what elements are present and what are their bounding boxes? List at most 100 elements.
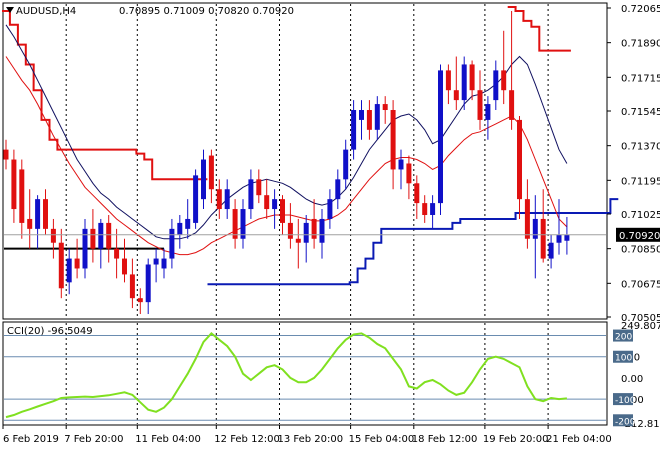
price-axis-label: 0.70675: [621, 279, 660, 290]
candle-body: [193, 175, 199, 223]
candle-body: [35, 199, 41, 229]
candle-body: [517, 119, 522, 200]
candle-body: [58, 242, 64, 289]
cci-level-lines: [4, 335, 606, 421]
candle-body: [501, 70, 507, 91]
candle-body: [406, 163, 412, 184]
candle-body: [414, 183, 420, 204]
candle-body: [335, 179, 341, 200]
red-stop-line: [507, 6, 571, 52]
candle-body: [50, 228, 56, 243]
current-price-tag: [616, 227, 660, 242]
candle-body: [224, 189, 230, 210]
candle-body: [177, 222, 183, 235]
symbol-label: AUDUSD,H4: [16, 6, 76, 17]
time-axis: 6 Feb 2019 7 Feb 20:00 11 Feb 04:00 12 Feb …: [2, 425, 612, 445]
candle-body: [272, 199, 278, 210]
candle-body: [145, 264, 151, 303]
cci-line: [5, 332, 567, 419]
candle-body: [445, 70, 451, 91]
cci-level-tag-label: -200: [615, 417, 636, 427]
red-stop-line: [2, 10, 208, 181]
red-moving-average-line: [5, 56, 568, 256]
candle-body: [248, 179, 254, 210]
candle-body: [319, 218, 325, 243]
price-axis-label: 0.71370: [621, 142, 660, 153]
cci-panel-frame: [2, 321, 608, 426]
candle-body: [311, 218, 317, 239]
moving-averages: [5, 24, 568, 256]
candle-body: [161, 258, 167, 269]
time-axis-label: 12 Feb 12:00: [214, 434, 280, 445]
candle-body: [453, 90, 459, 101]
cci-level-tag-label: -100: [615, 396, 636, 406]
candle-body: [280, 199, 285, 223]
price-axis-label: 0.71025: [621, 210, 660, 221]
cci-level-tag: [613, 414, 633, 427]
price-axis: 0.72065 0.71890 0.71715 0.71545 0.71370 0.711…: [4, 4, 660, 324]
cci-level-tag: [613, 350, 633, 363]
candle-body: [240, 209, 246, 239]
time-axis-label: 21 Feb 04:00: [546, 434, 612, 445]
price-axis-label: 0.70505: [621, 313, 660, 324]
candle-body: [106, 222, 112, 249]
candle-body: [398, 159, 404, 170]
stop-lines: [2, 6, 619, 286]
candle-body: [343, 149, 349, 180]
candle-body: [11, 159, 17, 210]
cci-level-tag: [613, 329, 633, 342]
candle-body: [169, 228, 175, 259]
candle-body: [509, 90, 515, 120]
candle-body: [185, 218, 191, 229]
candle-body: [19, 169, 25, 223]
candle-body: [201, 159, 206, 200]
candle-body: [43, 199, 48, 229]
candle-body: [114, 248, 120, 259]
candle-body: [303, 222, 309, 243]
cci-level-tag: [613, 393, 633, 406]
vertical-gridlines: [65, 4, 549, 424]
candle-body: [469, 64, 475, 91]
navy-moving-average-line: [5, 24, 568, 240]
time-axis-label: 7 Feb 20:00: [64, 434, 123, 445]
candle-body: [3, 149, 9, 160]
candle-body: [485, 104, 491, 120]
time-axis-label: 18 Feb 12:00: [412, 434, 478, 445]
candle-body: [461, 64, 467, 101]
candle-body: [129, 274, 135, 299]
candle-body: [422, 203, 428, 215]
candle-body: [374, 104, 380, 130]
cci-axis-label: -212.8178: [621, 419, 660, 430]
candle-body: [90, 228, 96, 249]
price-axis-label: 0.71715: [621, 73, 660, 84]
cci-level-tag-label: 100: [615, 354, 632, 364]
candle-body: [390, 110, 396, 170]
cci-series-line: [5, 332, 567, 419]
cci-indicator-label: CCI(20) -96.5049: [7, 326, 93, 337]
cci-axis-label: 0.00: [621, 374, 643, 385]
candle-body: [351, 110, 357, 150]
current-price-label: 0.70920: [619, 231, 660, 242]
candle-body: [264, 195, 270, 210]
candle-body: [493, 70, 499, 101]
candle-body: [216, 189, 222, 210]
candle-body: [366, 110, 372, 130]
time-axis-label: 11 Feb 04:00: [135, 434, 201, 445]
time-axis-label: 6 Feb 2019: [3, 434, 59, 445]
ohlc-label: 0.70895 0.71009 0.70820 0.70920: [119, 6, 294, 17]
candle-body: [256, 179, 262, 196]
candle-body: [556, 234, 562, 243]
price-axis-label: 0.72065: [621, 4, 660, 15]
candle-body: [359, 110, 364, 120]
price-panel-frame: [2, 2, 608, 320]
candle-body: [98, 222, 104, 249]
dropdown-triangle-icon[interactable]: [6, 7, 14, 13]
time-axis-label: 13 Feb 20:00: [278, 434, 344, 445]
candle-body: [532, 218, 538, 239]
candle-body: [287, 222, 293, 239]
candle-body: [382, 104, 388, 111]
candle-body: [122, 258, 127, 275]
candles: [3, 10, 570, 315]
candle-body: [438, 70, 443, 204]
